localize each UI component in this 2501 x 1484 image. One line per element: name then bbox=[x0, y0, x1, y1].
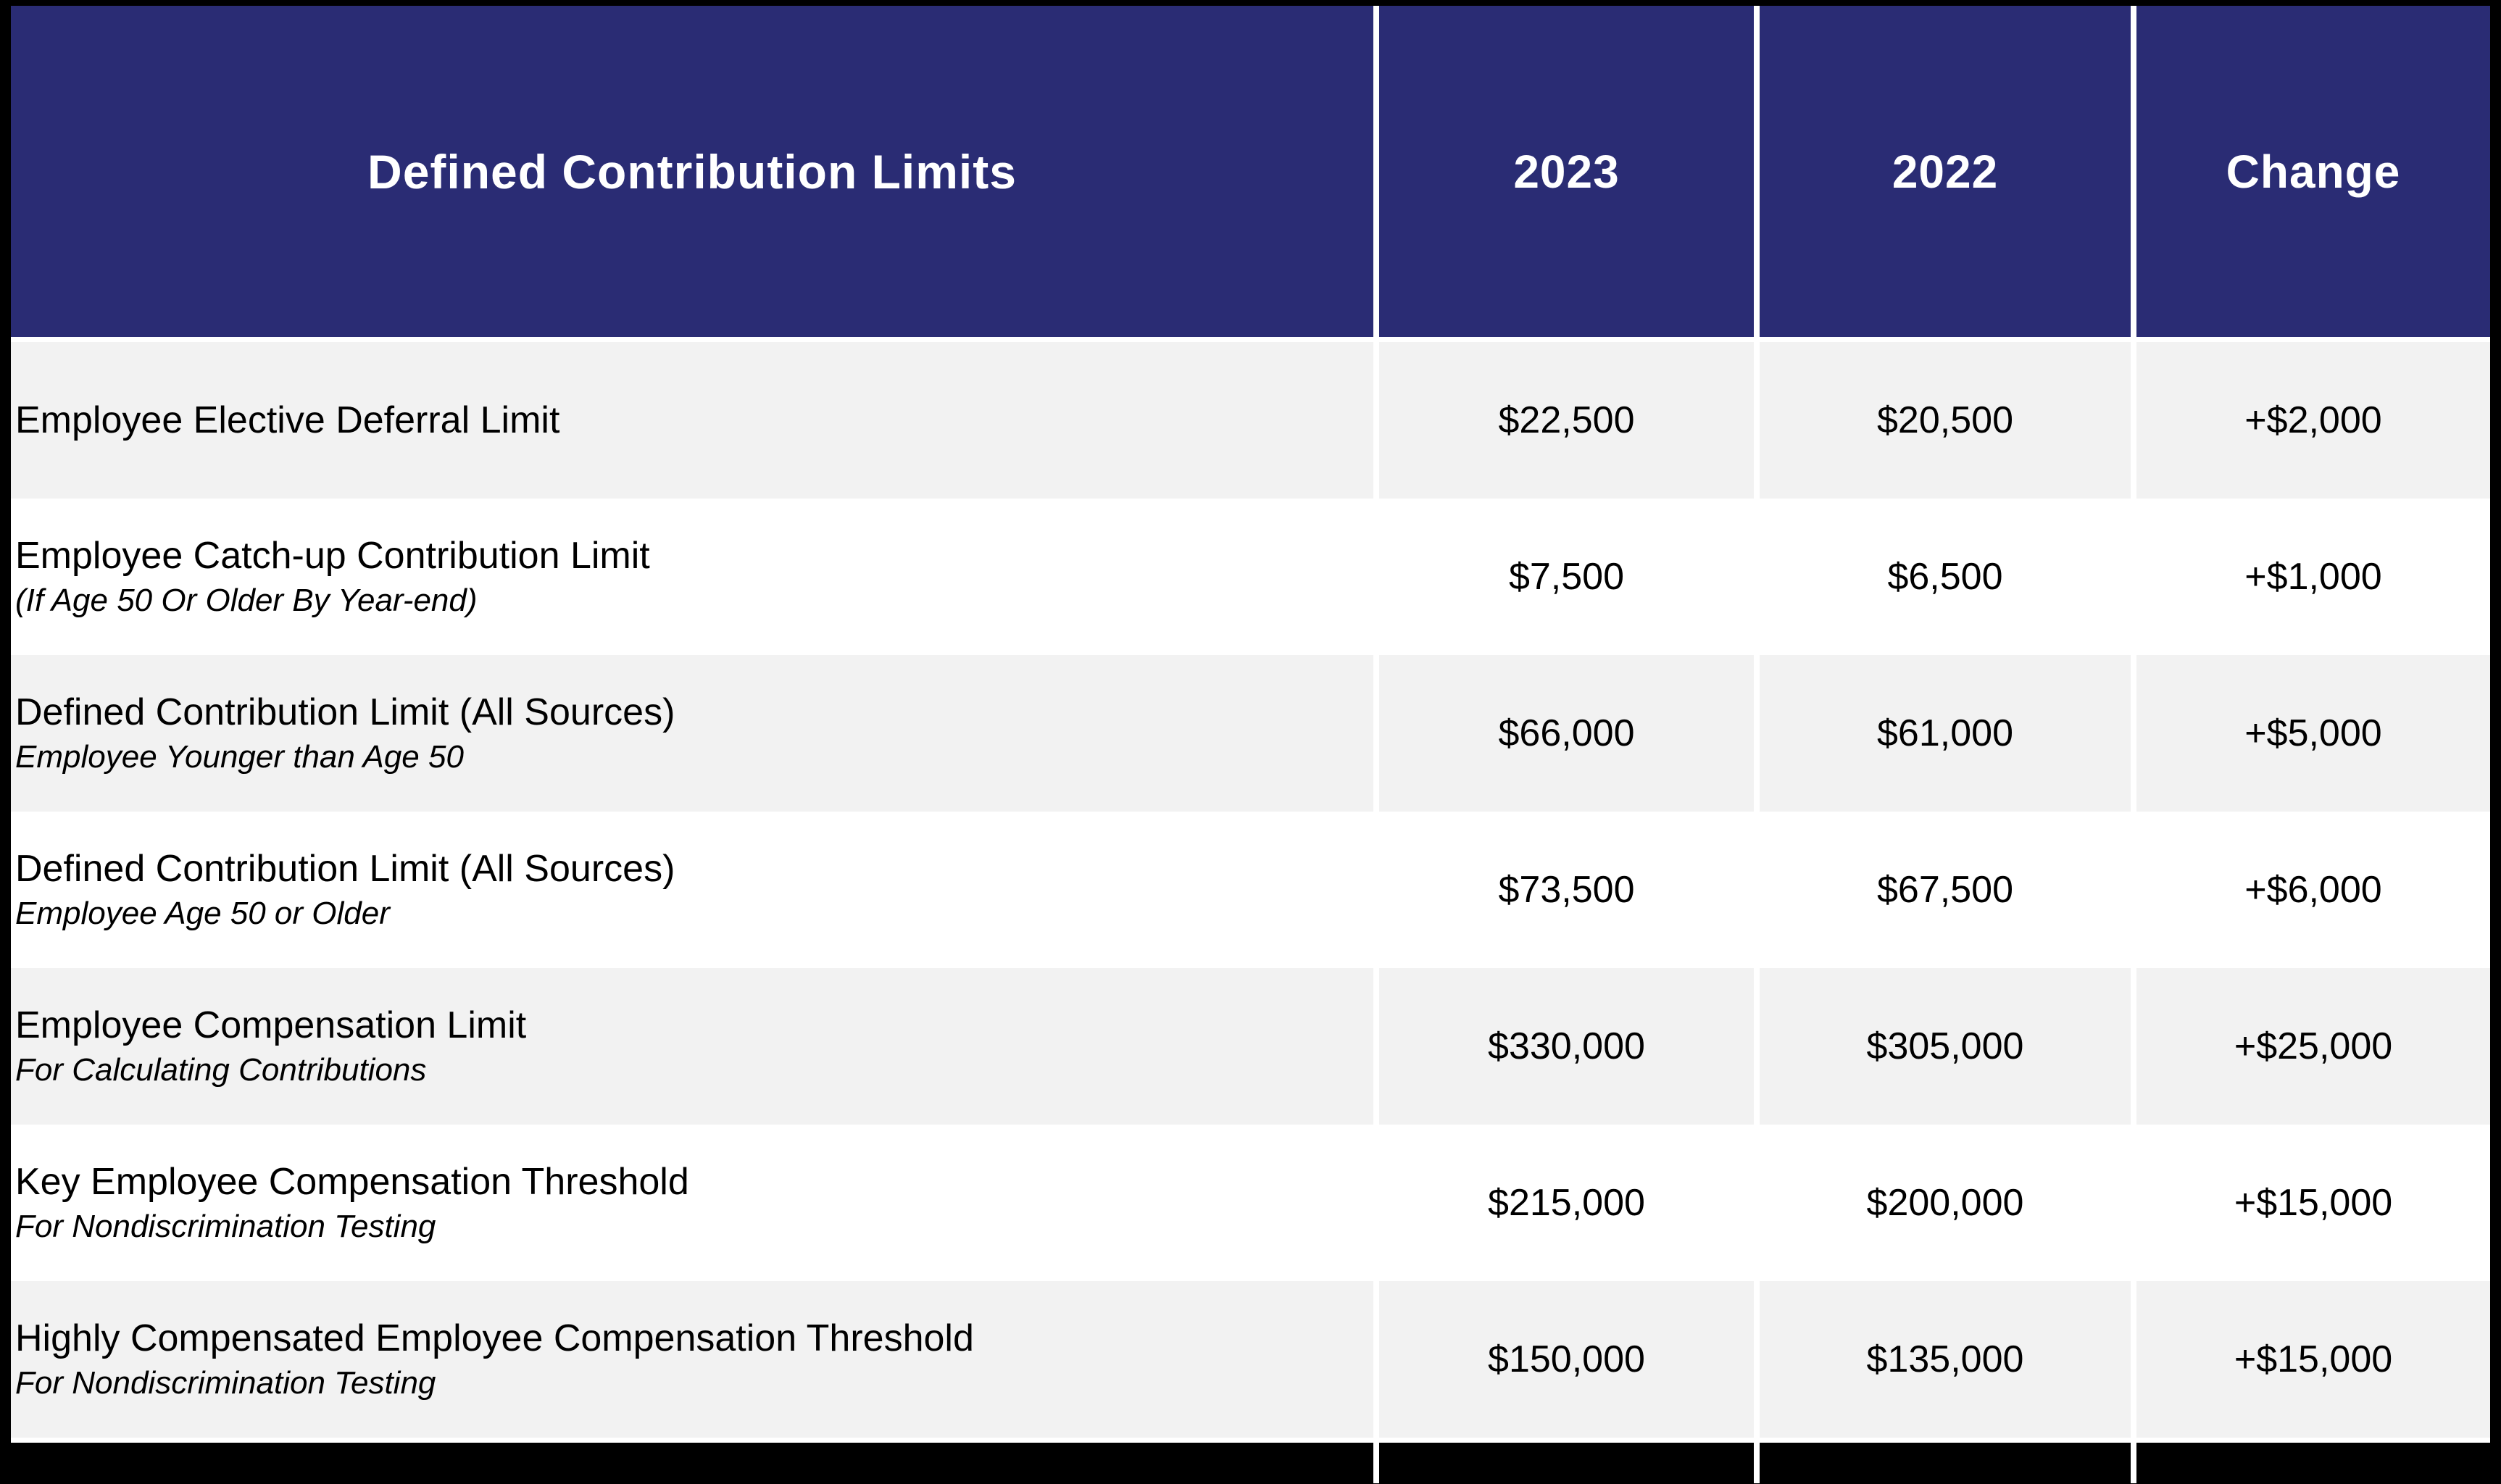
row-sublabel: For Calculating Contributions bbox=[15, 1052, 427, 1088]
bottom-frame-strip bbox=[2136, 1443, 2490, 1483]
row-value-2022: $305,000 bbox=[1760, 968, 2131, 1125]
row-value-2022: $6,500 bbox=[1760, 499, 2131, 655]
row-label: Employee Compensation Limit bbox=[15, 1004, 527, 1046]
row-sublabel: Employee Younger than Age 50 bbox=[15, 739, 464, 775]
row-value-2023: $7,500 bbox=[1379, 499, 1754, 655]
row-value-change: +$5,000 bbox=[2136, 655, 2490, 812]
bottom-frame-strip bbox=[1379, 1443, 1754, 1483]
column-header-change: Change bbox=[2136, 6, 2490, 342]
row-value-2022: $67,500 bbox=[1760, 812, 2131, 968]
row-label-cell: Employee Catch-up Contribution Limit (If… bbox=[11, 499, 1373, 655]
row-value-change: +$2,000 bbox=[2136, 342, 2490, 499]
row-label: Key Employee Compensation Threshold bbox=[15, 1161, 689, 1203]
row-value-2023: $215,000 bbox=[1379, 1125, 1754, 1281]
row-label-cell: Defined Contribution Limit (All Sources)… bbox=[11, 655, 1373, 812]
row-label: Employee Elective Deferral Limit bbox=[15, 399, 560, 441]
row-sublabel: For Nondiscrimination Testing bbox=[15, 1209, 436, 1244]
row-label-cell: Key Employee Compensation Threshold For … bbox=[11, 1125, 1373, 1281]
row-sublabel: (If Age 50 Or Older By Year-end) bbox=[15, 583, 478, 618]
row-sublabel: For Nondiscrimination Testing bbox=[15, 1365, 436, 1401]
row-value-change: +$6,000 bbox=[2136, 812, 2490, 968]
row-value-2023: $73,500 bbox=[1379, 812, 1754, 968]
bottom-frame-strip bbox=[1760, 1443, 2131, 1483]
row-sublabel: Employee Age 50 or Older bbox=[15, 896, 390, 931]
row-label: Employee Catch-up Contribution Limit bbox=[15, 535, 650, 577]
row-label-cell: Highly Compensated Employee Compensation… bbox=[11, 1281, 1373, 1443]
row-value-change: +$25,000 bbox=[2136, 968, 2490, 1125]
row-label-cell: Employee Compensation Limit For Calculat… bbox=[11, 968, 1373, 1125]
row-value-2022: $20,500 bbox=[1760, 342, 2131, 499]
row-label: Defined Contribution Limit (All Sources) bbox=[15, 848, 675, 890]
bottom-frame-strip bbox=[11, 1443, 1373, 1483]
row-label-cell: Defined Contribution Limit (All Sources)… bbox=[11, 812, 1373, 968]
row-value-2022: $61,000 bbox=[1760, 655, 2131, 812]
row-label: Defined Contribution Limit (All Sources) bbox=[15, 691, 675, 733]
column-header-2022: 2022 bbox=[1760, 6, 2131, 342]
row-value-2023: $22,500 bbox=[1379, 342, 1754, 499]
row-value-change: +$1,000 bbox=[2136, 499, 2490, 655]
row-value-2022: $135,000 bbox=[1760, 1281, 2131, 1443]
row-label-cell: Employee Elective Deferral Limit bbox=[11, 342, 1373, 499]
row-value-2023: $330,000 bbox=[1379, 968, 1754, 1125]
row-value-2022: $200,000 bbox=[1760, 1125, 2131, 1281]
row-value-2023: $150,000 bbox=[1379, 1281, 1754, 1443]
row-value-2023: $66,000 bbox=[1379, 655, 1754, 812]
row-value-change: +$15,000 bbox=[2136, 1125, 2490, 1281]
row-label: Highly Compensated Employee Compensation… bbox=[15, 1317, 974, 1359]
contribution-limits-table: Defined Contribution Limits 2023 2022 Ch… bbox=[11, 6, 2490, 1483]
table-title: Defined Contribution Limits bbox=[11, 6, 1373, 342]
row-value-change: +$15,000 bbox=[2136, 1281, 2490, 1443]
column-header-2023: 2023 bbox=[1379, 6, 1754, 342]
